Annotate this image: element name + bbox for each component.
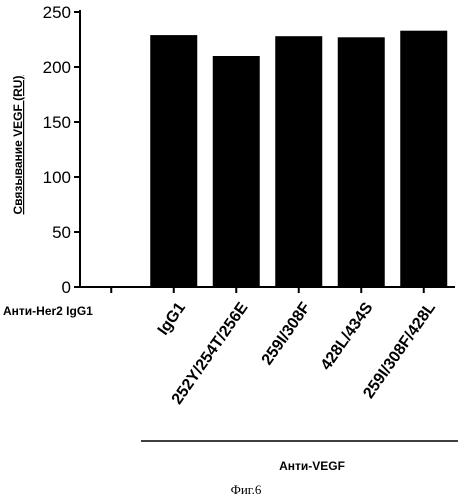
y-tick-label: 50 (52, 223, 71, 242)
y-tick-label: 250 (43, 3, 71, 22)
y-tick-label: 100 (43, 168, 71, 187)
x-tick-label: IgG1 (155, 299, 189, 338)
x-tick-label: 428L/434S (318, 299, 377, 373)
y-tick-label: 200 (43, 58, 71, 77)
y-tick-labels: 0 50 100 150 200 250 (43, 3, 71, 297)
bar (275, 36, 322, 287)
bar (150, 35, 197, 287)
chart-bars (150, 31, 447, 287)
x-tick-label: Анти-Her2 IgG1 (3, 304, 93, 318)
group-label: Анти-VEGF (279, 459, 345, 473)
bar (400, 31, 447, 287)
figure-caption: Фиг.6 (231, 482, 262, 497)
x-tick-labels: Анти-Her2 IgG1IgG1252Y/254T/256E259I/308… (3, 299, 439, 407)
x-tick-label: 259I/308F (259, 299, 314, 368)
bar (338, 37, 385, 287)
y-axis-label: Связывание VEGF (RU) (11, 76, 25, 215)
y-tick-label: 150 (43, 113, 71, 132)
chart-axes (74, 10, 455, 293)
bar (213, 56, 260, 287)
y-tick-label: 0 (62, 278, 71, 297)
